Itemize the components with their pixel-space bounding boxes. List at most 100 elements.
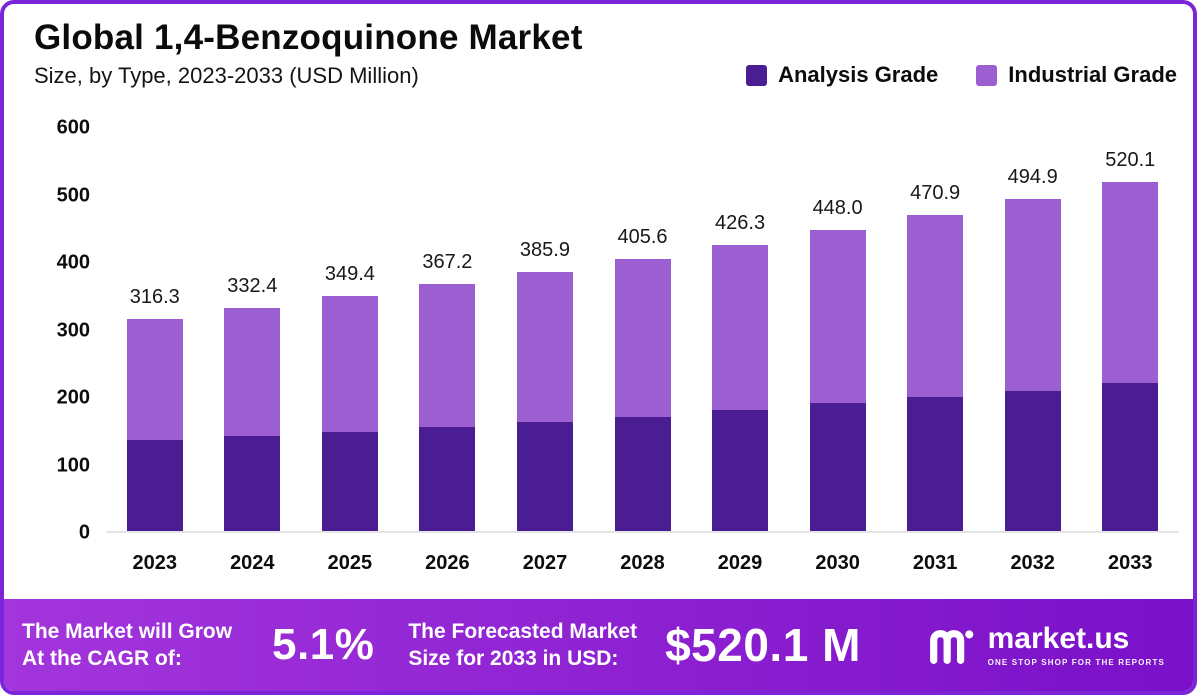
industrial-grade-segment: [419, 284, 476, 427]
stacked-bar: [516, 271, 573, 531]
stacked-bar: [419, 284, 476, 531]
bar-column: 448.0: [789, 128, 887, 531]
x-axis-label: 2028: [620, 552, 665, 574]
bar-column: 520.1: [1081, 128, 1179, 531]
industrial-grade-segment: [126, 318, 183, 441]
bar-value-label: 520.1: [1105, 148, 1156, 171]
analysis-grade-segment: [809, 403, 866, 531]
x-axis-label: 2031: [912, 552, 958, 574]
industrial-grade-swatch-icon: [976, 64, 998, 86]
page-title: Global 1,4-Benzoquinone Market: [34, 18, 583, 57]
y-axis: 0 100 200 300 400 500 600: [26, 117, 90, 544]
brand-name: market.us: [987, 621, 1130, 655]
bar-column: 349.4: [301, 128, 399, 531]
bar-value-label: 367.2: [422, 251, 473, 274]
industrial-grade-segment: [712, 244, 769, 411]
bar-value-label: 349.4: [324, 263, 375, 286]
y-axis-tick-label: 400: [56, 251, 90, 274]
bar-value-label: 426.3: [715, 211, 766, 234]
analysis-grade-segment: [516, 422, 573, 531]
plot-area: 316.3 332.4 349.4 367.2 385.9 405.6 426.3 448.0…: [106, 128, 1179, 533]
x-axis-label: 2032: [1010, 552, 1055, 574]
cagr-caption: The Market will Grow At the CAGR of:: [22, 618, 232, 673]
analysis-grade-segment: [126, 440, 183, 531]
y-axis-tick-label: 100: [56, 454, 90, 477]
header: Global 1,4-Benzoquinone Market Size, by …: [34, 18, 583, 89]
analysis-grade-segment: [712, 410, 769, 531]
stacked-bar: [809, 230, 866, 531]
brand-tagline: ONE STOP SHOP FOR THE REPORTS: [987, 657, 1165, 667]
market-us-logo-icon: [929, 630, 973, 664]
y-axis-tick-label: 500: [56, 184, 90, 206]
industrial-grade-segment: [321, 296, 378, 433]
y-axis-tick-label: 200: [56, 386, 90, 409]
bar-value-label: 470.9: [910, 181, 961, 204]
legend-item-analysis-grade: Analysis Grade: [746, 62, 938, 88]
x-axis-label: 2026: [425, 552, 470, 574]
market-us-brand: market.us ONE STOP SHOP FOR THE REPORTS: [926, 621, 1175, 667]
bar-value-label: 494.9: [1007, 165, 1058, 188]
cagr-caption-line1: The Market will Grow: [22, 619, 233, 643]
analysis-grade-segment: [1004, 390, 1061, 531]
forecast-value: $520.1 M: [665, 619, 861, 671]
bar-value-label: 448.0: [812, 197, 863, 220]
industrial-grade-segment: [809, 230, 866, 404]
bar-column: 405.6: [594, 128, 692, 531]
stacked-bar: [224, 307, 281, 531]
bar-column: 367.2: [399, 128, 497, 531]
x-axis-label: 2027: [522, 552, 568, 574]
cagr-value: 5.1%: [272, 620, 375, 669]
footer-banner: The Market will Grow At the CAGR of: 5.1…: [4, 599, 1193, 691]
legend-label: Analysis Grade: [778, 62, 939, 87]
chart-legend: Analysis Grade Industrial Grade: [746, 62, 1177, 88]
x-axis-label: 2023: [132, 552, 178, 574]
stacked-bar: [614, 258, 671, 531]
stacked-bar: [1004, 198, 1061, 531]
industrial-grade-segment: [614, 258, 671, 417]
forecast-caption-line2: Size for 2033 in USD:: [408, 647, 619, 670]
industrial-grade-segment: [1102, 181, 1159, 384]
analysis-grade-segment: [614, 416, 671, 531]
bar-column: 385.9: [496, 128, 594, 531]
bar-column: 494.9: [984, 128, 1082, 531]
analysis-grade-segment: [1102, 383, 1159, 531]
stacked-bar-chart: 0 100 200 300 400 500 600 316.3 332.4 349.4 367.2…: [26, 117, 1183, 598]
industrial-grade-segment: [224, 307, 281, 437]
y-axis-tick-label: 0: [78, 521, 90, 544]
cagr-caption-line2: At the CAGR of:: [22, 647, 182, 670]
legend-item-industrial-grade: Industrial Grade: [976, 62, 1177, 88]
y-axis-tick-label: 300: [56, 319, 90, 341]
bar-value-label: 385.9: [519, 238, 570, 261]
forecast-caption: The Forecasted Market Size for 2033 in U…: [408, 618, 637, 673]
bar-column: 332.4: [204, 128, 302, 531]
stacked-bar: [907, 214, 964, 531]
industrial-grade-segment: [516, 271, 573, 423]
brand-text: market.us ONE STOP SHOP FOR THE REPORTS: [987, 621, 1165, 667]
stacked-bar: [126, 318, 183, 531]
page-subtitle: Size, by Type, 2023-2033 (USD Million): [34, 63, 419, 89]
analysis-grade-segment: [224, 436, 281, 531]
x-axis-label: 2025: [327, 552, 373, 574]
bar-column: 426.3: [691, 128, 789, 531]
industrial-grade-segment: [907, 214, 964, 398]
bar-value-label: 405.6: [617, 225, 668, 248]
y-axis-tick-label: 600: [56, 116, 90, 139]
x-axis-label: 2029: [717, 552, 763, 574]
forecast-caption-line1: The Forecasted Market: [408, 619, 638, 643]
bar-value-label: 332.4: [227, 274, 278, 297]
bar-column: 470.9: [886, 128, 984, 531]
legend-label: Industrial Grade: [1008, 62, 1177, 87]
x-axis-label: 2030: [815, 552, 860, 574]
stacked-bar: [321, 296, 378, 531]
analysis-grade-segment: [321, 432, 378, 531]
analysis-grade-segment: [907, 397, 964, 531]
stacked-bar: [1102, 181, 1159, 531]
x-axis-label: 2033: [1107, 552, 1153, 574]
bar-value-label: 316.3: [129, 285, 180, 308]
x-axis-label: 2024: [230, 552, 275, 574]
bar-column: 316.3: [106, 128, 204, 531]
stacked-bar: [712, 244, 769, 531]
analysis-grade-segment: [419, 426, 476, 531]
x-axis: 2023 2024 2025 2026 2027 2028 2029 2030 2031 2032…: [106, 552, 1179, 575]
